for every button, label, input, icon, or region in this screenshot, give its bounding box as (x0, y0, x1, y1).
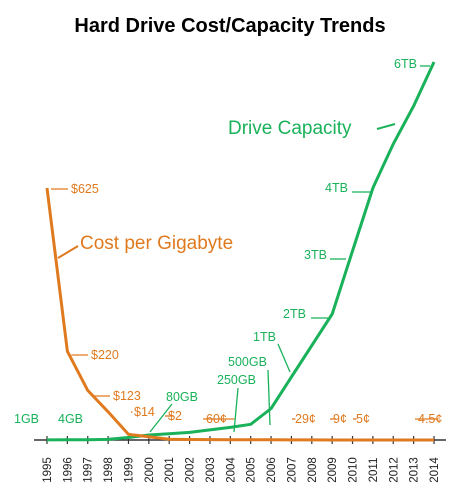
x-tick-label: 2002 (185, 457, 197, 483)
x-tick-label: 2007 (286, 457, 298, 483)
x-tick-label: 1996 (62, 457, 74, 483)
chart-title: Hard Drive Cost/Capacity Trends (74, 15, 385, 37)
capacity-data-label: 6TB (394, 57, 417, 71)
capacity-data-label: 4TB (325, 181, 348, 195)
capacity-label-leader-line (277, 343, 291, 373)
x-tick-label: 2001 (164, 457, 176, 483)
x-tick-label: 2012 (388, 457, 400, 483)
cost-data-label: 9¢ (333, 412, 347, 426)
capacity-data-label: 250GB (217, 373, 256, 387)
capacity-data-label: 500GB (228, 355, 267, 369)
capacity-data-label: 1GB (14, 412, 39, 426)
x-tick-label: 2008 (307, 457, 319, 483)
cost-data-label: $123 (113, 389, 141, 403)
annotations: $625$220$123$14 $2 60¢ 29¢ 9¢ 5¢ 4.5¢1GB 4GB80G… (14, 57, 442, 433)
capacity-label-leader-line (267, 369, 271, 426)
x-tick-label: 1998 (103, 457, 115, 483)
capacity-data-label: 2TB (283, 307, 306, 321)
x-tick-label: 2013 (409, 457, 421, 483)
x-tick-label: 1999 (123, 457, 135, 483)
cost-series-line (45, 187, 434, 442)
x-tick-label: 2000 (144, 457, 156, 483)
x-tick-label: 1995 (42, 457, 54, 483)
x-tick-label: 2006 (266, 457, 278, 483)
x-tick-label: 2009 (327, 457, 339, 483)
x-tick-label: 2003 (205, 457, 217, 483)
cost-series-label: Cost per Gigabyte (80, 233, 233, 254)
capacity-data-label: 80GB (166, 390, 198, 404)
cost-data-label: 29¢ (295, 412, 316, 426)
x-axis: 1995 1996 1997 1998 1999 2000 2001 2002 2003 2004… (34, 436, 446, 483)
x-tick-label: 2011 (368, 458, 380, 483)
capacity-series-label: Drive Capacity (228, 118, 352, 139)
plot-area (45, 61, 436, 442)
cost-data-label: $14 (134, 405, 155, 419)
capacity-label-leader-line (233, 387, 239, 433)
capacity-data-label: 4GB (58, 412, 83, 426)
x-tick-label: 2004 (225, 457, 237, 483)
capacity-label-leader-line (149, 403, 173, 433)
cost-label-leader (57, 245, 79, 259)
capacity-data-label: 3TB (304, 248, 327, 262)
cost-data-label: 5¢ (356, 412, 370, 426)
cost-data-label: $220 (91, 348, 119, 362)
capacity-label-leader (376, 123, 396, 130)
cost-data-label: $625 (71, 182, 99, 196)
cost-data-label: $2 (168, 409, 182, 423)
capacity-data-label: 1TB (253, 330, 276, 344)
x-tick-label: 2014 (429, 457, 441, 483)
x-tick-label: 1997 (83, 457, 95, 483)
x-tick-label: 2005 (246, 457, 258, 483)
x-tick-label: 2010 (348, 457, 360, 483)
capacity-series-line (46, 61, 436, 442)
